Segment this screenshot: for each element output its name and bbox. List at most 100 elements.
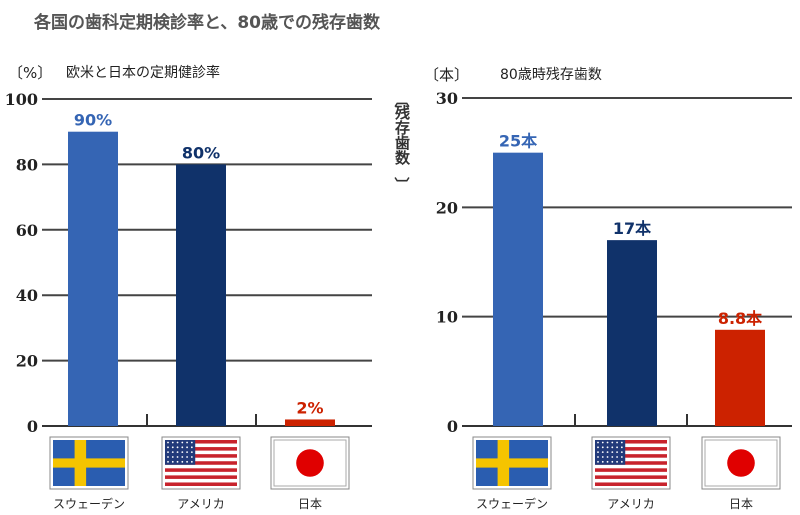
usa-flag-star bbox=[176, 451, 179, 454]
flags: スウェーデン アメリカ 日本 スウェーデン アメリカ 日本 bbox=[49, 436, 781, 511]
usa-flag-star bbox=[190, 451, 193, 454]
country-label: アメリカ bbox=[607, 497, 654, 511]
usa-flag-star bbox=[171, 446, 174, 449]
usa-flag-star bbox=[167, 446, 169, 449]
sweden-flag-cross-vertical bbox=[74, 440, 87, 486]
right-chart: 0 10 20 30 25本 17本 8.8本 bbox=[436, 89, 792, 436]
right-bar bbox=[493, 152, 543, 426]
country-label: 日本 bbox=[729, 497, 753, 511]
usa-flag-star bbox=[616, 456, 618, 458]
usa-flag-star bbox=[611, 441, 614, 444]
right-ylabel-bracket-bottom: ︺ bbox=[394, 176, 410, 194]
usa-flag-star bbox=[176, 446, 179, 449]
usa-flag-star bbox=[616, 441, 618, 444]
usa-flag-star bbox=[597, 441, 599, 444]
usa-flag-stripe bbox=[165, 461, 237, 465]
usa-flag-star bbox=[186, 451, 188, 454]
usa-flag-star bbox=[616, 460, 618, 463]
usa-flag-star bbox=[181, 460, 184, 463]
usa-flag-star bbox=[601, 456, 604, 458]
usa-flag-star bbox=[190, 441, 193, 444]
usa-flag-star bbox=[181, 441, 184, 444]
left-tick-label: 40 bbox=[16, 286, 38, 305]
usa-flag-star bbox=[176, 460, 179, 463]
right-unit-label: 〔本〕 bbox=[424, 66, 470, 84]
usa-flag-star bbox=[611, 446, 614, 449]
usa-flag-stripe bbox=[165, 468, 237, 472]
usa-flag-star bbox=[181, 451, 184, 454]
usa-flag-star bbox=[190, 456, 193, 458]
left-tick-label: 60 bbox=[16, 221, 38, 240]
usa-flag-star bbox=[620, 441, 623, 444]
left-data-label: 80% bbox=[182, 143, 220, 162]
usa-flag-star bbox=[616, 451, 618, 454]
usa-flag-stripe bbox=[595, 461, 667, 465]
usa-flag-star bbox=[181, 446, 184, 449]
usa-flag-star bbox=[606, 460, 609, 463]
right-tick-label: 20 bbox=[436, 198, 458, 217]
sweden-flag-cross-horizontal bbox=[476, 458, 548, 468]
usa-flag-star bbox=[186, 441, 188, 444]
country-label: 日本 bbox=[298, 497, 322, 511]
usa-flag-star bbox=[167, 460, 169, 463]
right-tick-label: 30 bbox=[436, 89, 458, 108]
usa-flag-stripe bbox=[595, 454, 667, 458]
usa-flag-star bbox=[597, 456, 599, 458]
usa-flag-canton bbox=[595, 440, 626, 465]
usa-flag-stripe bbox=[595, 468, 667, 472]
left-bar bbox=[285, 419, 335, 426]
left-bar bbox=[68, 131, 118, 426]
usa-flag-star bbox=[171, 451, 174, 454]
usa-flag-star bbox=[606, 456, 609, 458]
left-bar bbox=[176, 164, 226, 426]
right-bar bbox=[715, 329, 765, 426]
country-label: スウェーデン bbox=[53, 496, 125, 511]
usa-flag-star bbox=[176, 456, 179, 458]
right-chart-title: 80歳時残存歯数 bbox=[500, 67, 602, 83]
usa-flag-star bbox=[167, 451, 169, 454]
japan-flag-disc bbox=[727, 449, 755, 477]
usa-flag-star bbox=[186, 456, 188, 458]
usa-flag-star bbox=[606, 451, 609, 454]
right-data-label: 8.8本 bbox=[718, 309, 762, 328]
right-tick-label: 0 bbox=[447, 417, 458, 436]
left-tick-label: 80 bbox=[16, 155, 38, 174]
usa-flag-stripe bbox=[165, 454, 237, 458]
usa-flag-star bbox=[176, 441, 179, 444]
usa-flag-star bbox=[190, 446, 193, 449]
usa-flag-star bbox=[620, 456, 623, 458]
usa-flag-star bbox=[616, 446, 618, 449]
usa-flag-stripe bbox=[165, 440, 237, 444]
usa-flag-star bbox=[601, 451, 604, 454]
usa-flag-stripe bbox=[595, 482, 667, 486]
usa-flag-star bbox=[186, 460, 188, 463]
usa-flag-star bbox=[611, 451, 614, 454]
left-data-label: 90% bbox=[74, 111, 112, 130]
usa-flag-canton bbox=[165, 440, 196, 465]
usa-flag-stripe bbox=[165, 482, 237, 486]
left-chart: 0 20 40 60 80 100 90% 80% 2% bbox=[5, 90, 372, 436]
usa-flag-star bbox=[597, 451, 599, 454]
usa-flag-star bbox=[601, 460, 604, 463]
left-tick-label: 100 bbox=[5, 90, 38, 109]
right-data-label: 17本 bbox=[613, 219, 651, 238]
usa-flag-star bbox=[597, 446, 599, 449]
usa-flag-stripe bbox=[595, 475, 667, 479]
sweden-flag-cross-vertical bbox=[497, 440, 510, 486]
usa-flag-star bbox=[611, 456, 614, 458]
usa-flag-star bbox=[620, 451, 623, 454]
right-data-label: 25本 bbox=[499, 132, 537, 151]
usa-flag-star bbox=[181, 456, 184, 458]
right-tick-label: 10 bbox=[436, 308, 458, 327]
usa-flag-star bbox=[620, 446, 623, 449]
country-label: アメリカ bbox=[177, 497, 224, 511]
left-data-label: 2% bbox=[296, 398, 323, 417]
left-tick-label: 0 bbox=[27, 417, 38, 436]
usa-flag-star bbox=[611, 460, 614, 463]
right-ylabel-bracket-top: ︹ bbox=[394, 91, 410, 109]
usa-flag-star bbox=[186, 446, 188, 449]
usa-flag-stripe bbox=[595, 447, 667, 451]
country-label: スウェーデン bbox=[476, 496, 548, 511]
left-chart-title: 欧米と日本の定期健診率 bbox=[66, 65, 220, 81]
